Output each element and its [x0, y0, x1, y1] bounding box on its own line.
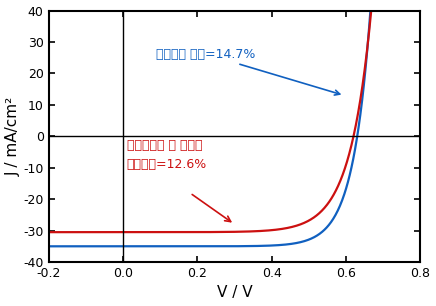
- Text: 소자효율=12.6%: 소자효율=12.6%: [127, 158, 207, 171]
- Text: 기준소자 효율=14.7%: 기준소자 효율=14.7%: [157, 48, 340, 95]
- X-axis label: V / V: V / V: [217, 285, 252, 300]
- Y-axis label: J / mA/cm²: J / mA/cm²: [6, 97, 20, 176]
- Text: 나노복합체 를 적용한: 나노복합체 를 적용한: [127, 139, 202, 152]
